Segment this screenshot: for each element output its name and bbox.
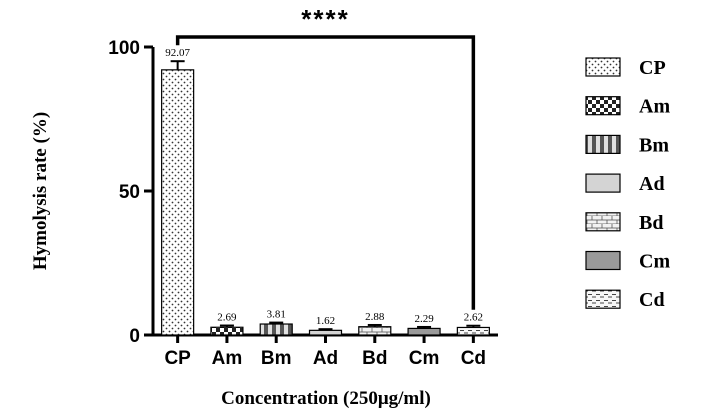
legend-label-cm: Cm <box>639 251 670 273</box>
x-tick-label-cp: CP <box>164 348 191 369</box>
legend-swatch-cd <box>585 289 621 309</box>
x-tick-label-cd: Cd <box>461 348 486 369</box>
x-tick-label-am: Am <box>212 348 243 369</box>
legend-swatch-cp <box>585 57 621 77</box>
bar-cp <box>161 69 195 336</box>
data-label-cm: 2.29 <box>414 313 434 325</box>
legend-label-cd: Cd <box>639 289 665 311</box>
legend-label-bm: Bm <box>639 134 669 156</box>
significance-label: **** <box>301 4 349 34</box>
legend-swatch-ad <box>585 173 621 193</box>
data-label-cp: 92.07 <box>165 47 190 59</box>
bar-am <box>210 326 244 336</box>
bar-bd <box>358 326 392 336</box>
bar-bm <box>259 323 293 336</box>
x-tick-label-ad: Ad <box>313 348 338 369</box>
data-label-bd: 2.88 <box>365 311 385 323</box>
legend-swatch-am <box>585 96 621 116</box>
legend-swatch-bm <box>585 134 621 154</box>
x-tick-label-cm: Cm <box>409 348 440 369</box>
legend-swatch-cm <box>585 250 621 271</box>
y-tick-label: 50 <box>119 182 140 203</box>
legend-label-bd: Bd <box>639 212 663 234</box>
legend: CP Am Bm Ad Bd Cm Cd <box>585 57 670 311</box>
legend-label-ad: Ad <box>639 173 665 195</box>
y-tick-label: 0 <box>129 326 140 347</box>
data-label-ad: 1.62 <box>316 315 335 327</box>
legend-label-am: Am <box>639 96 670 118</box>
data-label-cd: 2.62 <box>464 312 483 324</box>
legend-label-cp: CP <box>639 57 666 79</box>
data-label-bm: 3.81 <box>267 309 286 321</box>
bar-cm <box>407 327 441 336</box>
x-axis-title: Concentration (250μg/ml) <box>221 388 431 409</box>
y-axis-title: Hymolysis rate (%) <box>30 112 51 270</box>
bar-ad <box>308 329 343 336</box>
legend-swatch-bd <box>585 212 621 232</box>
x-tick-label-bm: Bm <box>261 348 292 369</box>
significance-bracket <box>175 35 476 310</box>
data-label-am: 2.69 <box>217 312 237 324</box>
x-tick-label-bd: Bd <box>362 348 387 369</box>
bar-cd <box>456 326 490 336</box>
plot-area: 0 50 100 CP 92.07 Am 2.69 Bm 3.81 Ad 1.62 Bd 2.88 Cm 2… <box>108 4 498 369</box>
y-tick-label: 100 <box>108 38 140 59</box>
